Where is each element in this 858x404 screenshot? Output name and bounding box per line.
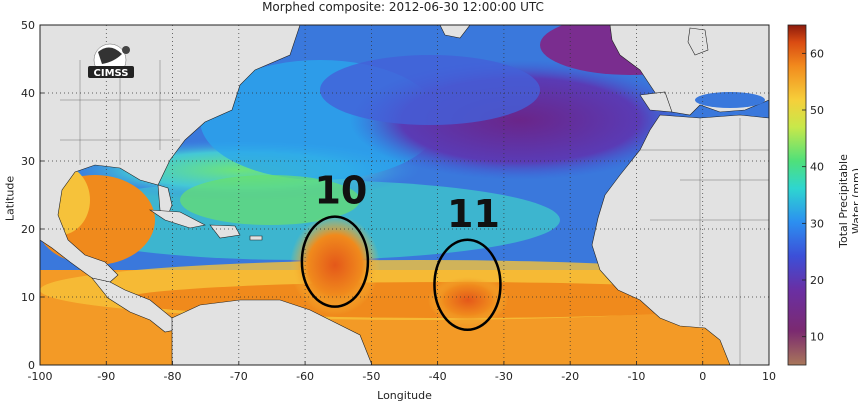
- y-tick-label: 10: [21, 291, 35, 304]
- colorbar-tick-label: 50: [810, 104, 824, 117]
- x-tick-label: -20: [561, 370, 579, 383]
- x-tick-label: -30: [495, 370, 513, 383]
- x-tick-label: -100: [28, 370, 53, 383]
- colorbar-tick-label: 60: [810, 47, 824, 60]
- x-tick-label: -60: [296, 370, 314, 383]
- y-axis: 0 10 20 30 40 50: [21, 19, 44, 372]
- x-tick-label: 0: [699, 370, 706, 383]
- y-tick-label: 20: [21, 223, 35, 236]
- colorbar-ticks: 10 20 30 40 50 60: [802, 47, 824, 344]
- x-tick-label: -40: [429, 370, 447, 383]
- x-axis-label: Longitude: [377, 389, 432, 402]
- storm-circle: [433, 238, 502, 332]
- x-tick-label: -50: [362, 370, 380, 383]
- x-tick-label: -70: [230, 370, 248, 383]
- storm-annotations: 10 11: [300, 169, 502, 332]
- y-axis-label: Latitude: [3, 175, 17, 222]
- map-title: Morphed composite: 2012-06-30 12:00:00 U…: [262, 0, 544, 14]
- logo-label: CIMSS: [94, 68, 129, 79]
- x-tick-label: -90: [97, 370, 115, 383]
- storm-number-label: 11: [447, 192, 500, 236]
- grid-lines: [40, 25, 769, 365]
- colorbar-label: Total Precipitable Water (mm): [837, 154, 858, 248]
- land-south-america: [171, 299, 373, 365]
- colorbar-tick-label: 40: [810, 161, 824, 174]
- plot-frame: [39, 24, 770, 366]
- x-tick-label: -80: [164, 370, 182, 383]
- colorbar-tick-label: 10: [810, 331, 824, 344]
- colorbar-tick-label: 20: [810, 274, 824, 287]
- x-tick-label: -10: [627, 370, 645, 383]
- x-tick-label: 10: [762, 370, 776, 383]
- colorbar-tick-label: 30: [810, 217, 824, 230]
- y-tick-label: 40: [21, 87, 35, 100]
- y-tick-label: 0: [28, 359, 35, 372]
- y-tick-label: 50: [21, 19, 35, 32]
- precipitable-water-field: [40, 25, 769, 365]
- x-axis: -100 -90 -80 -70 -60 -50 -40 -30 -20 -10 0 10: [28, 361, 776, 383]
- cimss-logo: CIMSS: [88, 43, 134, 79]
- y-tick-label: 30: [21, 155, 35, 168]
- colorbar: [787, 24, 807, 366]
- storm-circle: [300, 215, 370, 308]
- storm-number-label: 10: [314, 169, 367, 213]
